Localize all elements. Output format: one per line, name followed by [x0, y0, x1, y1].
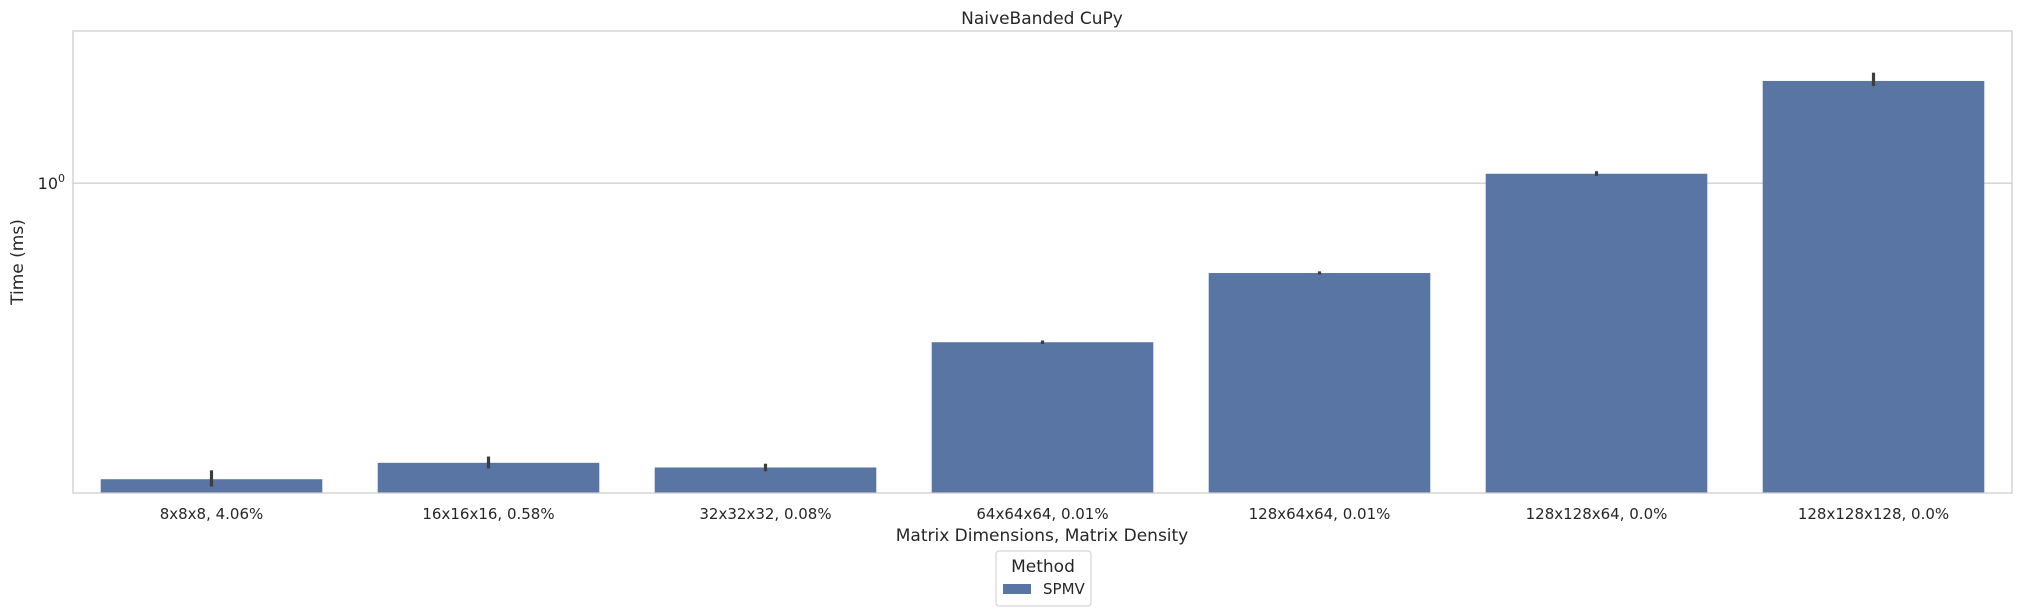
x-tick-label-3: 64x64x64, 0.01% — [976, 505, 1108, 523]
plot-area-frame — [72, 30, 2013, 494]
bar-4 — [1208, 273, 1431, 493]
x-tick-label-1: 16x16x16, 0.58% — [422, 505, 554, 523]
bar-6 — [1762, 80, 1985, 493]
x-axis-label: Matrix Dimensions, Matrix Density — [896, 526, 1189, 546]
x-tick-label-0: 8x8x8, 4.06% — [160, 505, 264, 523]
x-tick-label-6: 128x128x128, 0.0% — [1798, 505, 1949, 523]
x-tick-label-4: 128x64x64, 0.01% — [1249, 505, 1391, 523]
legend-title: Method — [1011, 557, 1075, 577]
bar-2 — [654, 467, 877, 493]
chart-title: NaiveBanded CuPy — [961, 9, 1123, 29]
bar-3 — [931, 342, 1154, 493]
y-axis-label: Time (ms) — [8, 219, 28, 306]
x-tick-label-2: 32x32x32, 0.08% — [699, 505, 831, 523]
legend-swatch-spmv — [1003, 584, 1031, 594]
x-tick-label-5: 128x128x64, 0.0% — [1526, 505, 1668, 523]
legend: Method SPMV — [995, 550, 1092, 607]
bar-5 — [1485, 173, 1708, 493]
legend-label-spmv: SPMV — [1043, 580, 1086, 598]
